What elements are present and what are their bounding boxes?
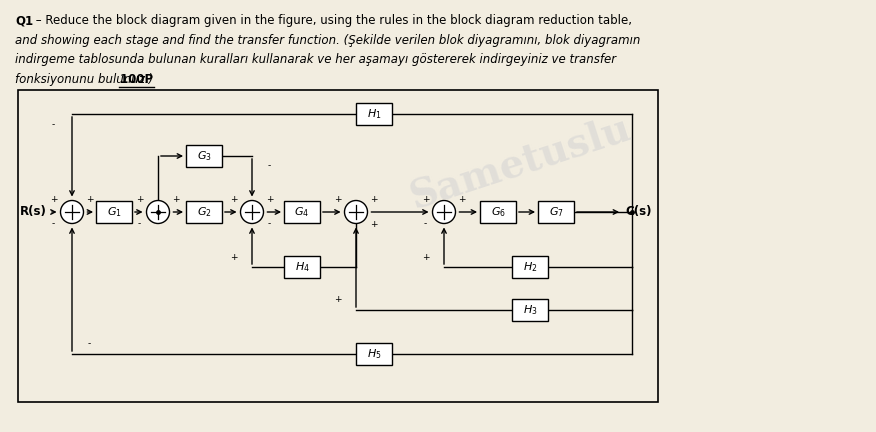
Text: R(s): R(s): [20, 206, 47, 219]
Text: $H_4$: $H_4$: [294, 260, 309, 274]
Text: +: +: [86, 196, 93, 204]
Circle shape: [60, 200, 83, 223]
Text: -: -: [268, 162, 272, 171]
Text: +: +: [172, 196, 180, 204]
Text: +: +: [265, 196, 273, 204]
Text: Q1: Q1: [15, 14, 33, 27]
FancyBboxPatch shape: [512, 256, 548, 278]
Circle shape: [433, 200, 456, 223]
Text: +: +: [334, 295, 342, 305]
Text: C(s): C(s): [625, 206, 652, 219]
Text: -: -: [52, 219, 55, 229]
FancyBboxPatch shape: [284, 201, 320, 223]
Text: -: -: [424, 219, 427, 229]
Text: $G_7$: $G_7$: [548, 205, 563, 219]
Text: +: +: [370, 219, 378, 229]
Text: +: +: [50, 196, 57, 204]
Text: -: -: [88, 340, 91, 349]
FancyBboxPatch shape: [284, 256, 320, 278]
Text: and showing each stage and find the transfer function. (Şekilde verilen blok diy: and showing each stage and find the tran…: [15, 34, 640, 47]
Text: $G_1$: $G_1$: [107, 205, 122, 219]
FancyBboxPatch shape: [512, 299, 548, 321]
Text: $H_2$: $H_2$: [523, 260, 537, 274]
FancyBboxPatch shape: [538, 201, 574, 223]
Text: $G_6$: $G_6$: [491, 205, 505, 219]
Text: $G_3$: $G_3$: [196, 149, 211, 163]
Circle shape: [146, 200, 169, 223]
Text: +: +: [334, 196, 342, 204]
Text: 100P: 100P: [116, 73, 153, 86]
Text: $H_5$: $H_5$: [367, 347, 381, 361]
Text: -: -: [268, 219, 272, 229]
Text: +: +: [421, 196, 429, 204]
Text: -: -: [52, 121, 55, 130]
Text: Sametuslu: Sametuslu: [405, 108, 635, 216]
Text: +: +: [370, 196, 378, 204]
Text: +: +: [136, 196, 144, 204]
Text: -: -: [138, 219, 141, 229]
Text: +: +: [230, 252, 237, 261]
Text: $G_4$: $G_4$: [294, 205, 309, 219]
FancyBboxPatch shape: [480, 201, 516, 223]
FancyBboxPatch shape: [356, 103, 392, 125]
Text: indirgeme tablosunda bulunan kuralları kullanarak ve her aşamayı göstererek indi: indirgeme tablosunda bulunan kuralları k…: [15, 53, 616, 66]
Bar: [18, 90, 658, 402]
Text: $G_2$: $G_2$: [196, 205, 211, 219]
Text: $H_3$: $H_3$: [523, 303, 537, 317]
Text: fonksiyonunu bulunuz.): fonksiyonunu bulunuz.): [15, 73, 153, 86]
Text: +: +: [421, 252, 429, 261]
Circle shape: [344, 200, 368, 223]
FancyBboxPatch shape: [96, 201, 132, 223]
Text: +: +: [458, 196, 465, 204]
FancyBboxPatch shape: [186, 145, 222, 167]
Text: $H_1$: $H_1$: [367, 107, 381, 121]
Text: – Reduce the block diagram given in the figure, using the rules in the block dia: – Reduce the block diagram given in the …: [32, 14, 632, 27]
Circle shape: [241, 200, 264, 223]
Text: +: +: [230, 196, 237, 204]
FancyBboxPatch shape: [186, 201, 222, 223]
FancyBboxPatch shape: [356, 343, 392, 365]
